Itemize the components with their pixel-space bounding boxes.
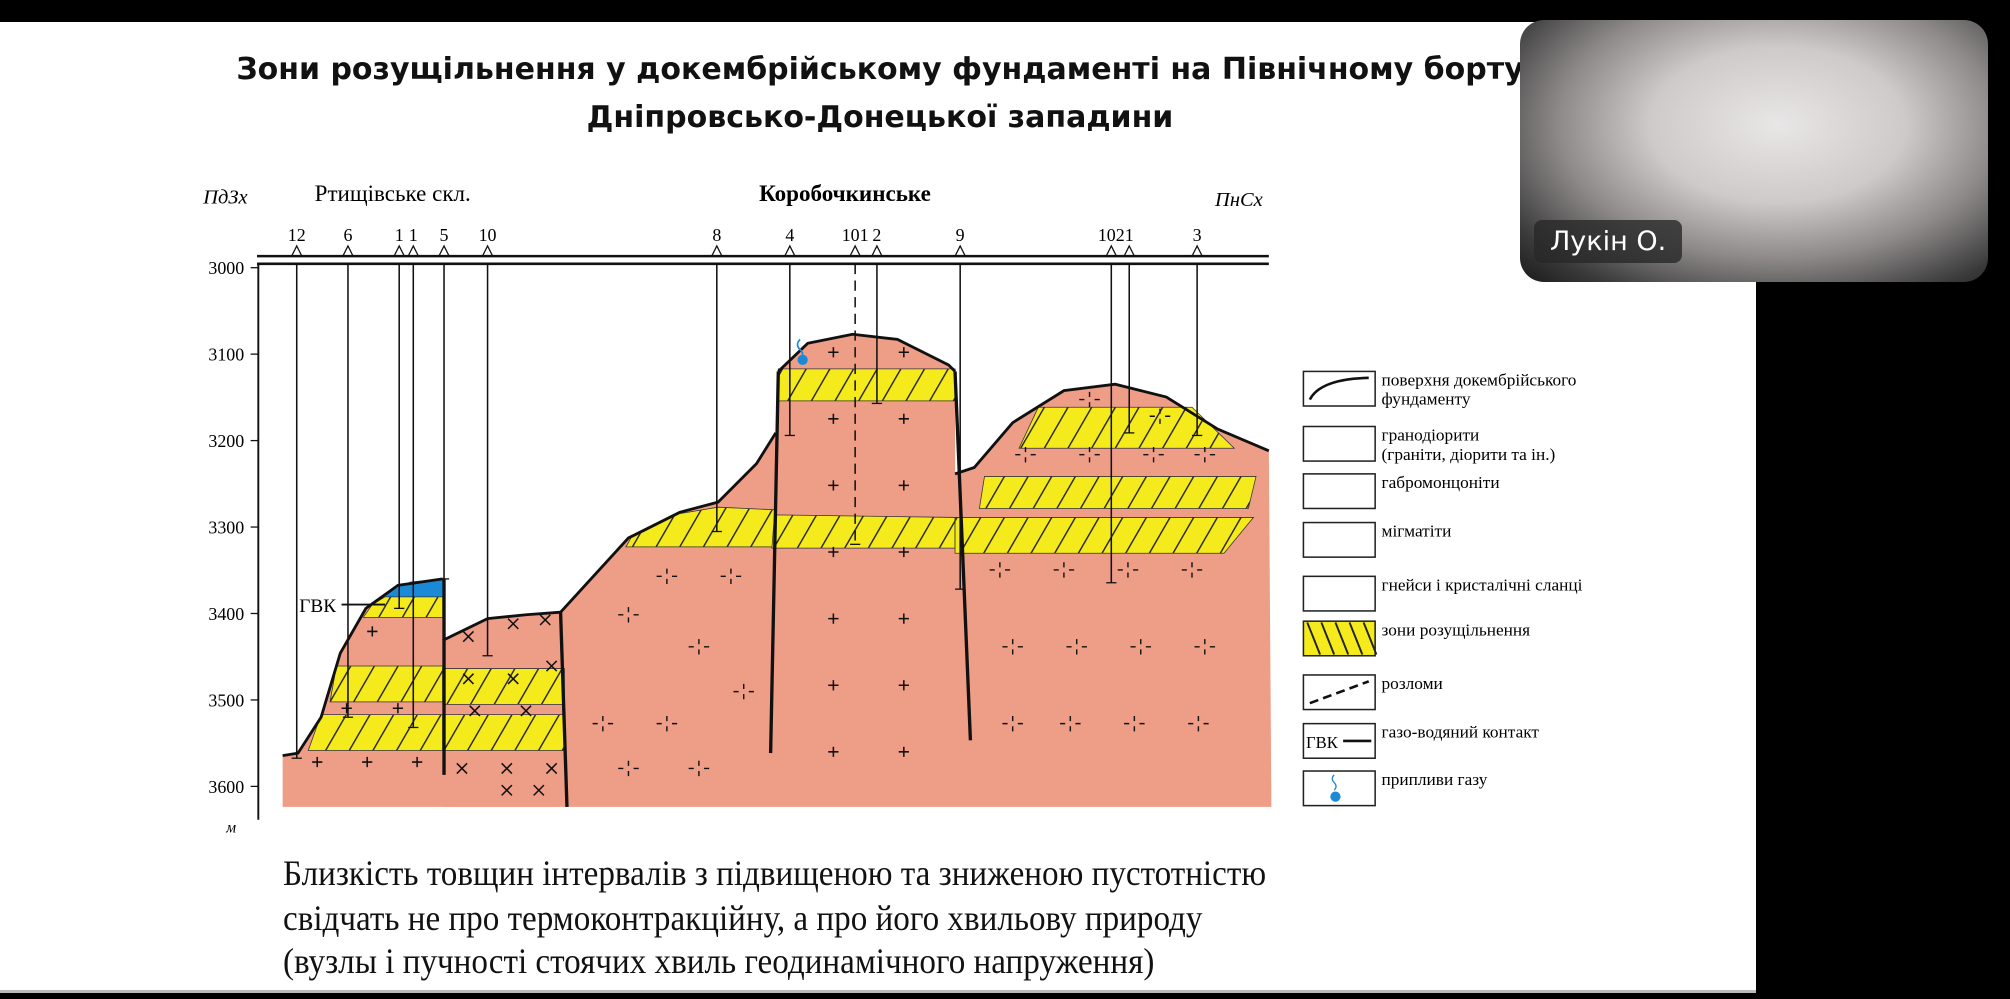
depth-unit: м [225, 820, 236, 837]
depth-tick-label: 3100 [208, 345, 244, 365]
well-label: 9 [956, 225, 965, 245]
direction-sw: ПдЗх [202, 187, 247, 209]
well-label: 10 [479, 225, 497, 245]
well-label: 102 [1098, 225, 1125, 245]
gas-inflow-icon [1302, 770, 1376, 807]
well-marker-icon [1105, 244, 1117, 257]
well-label: 101 [842, 225, 869, 245]
decompaction-zone-icon [1302, 620, 1378, 657]
well-marker-icon [438, 244, 450, 257]
legend-label: мігматіти [1382, 522, 1452, 541]
well-marker-icon [784, 244, 796, 257]
legend-label: гранодіорити [1382, 426, 1480, 445]
field-label-rtyshchivske: Ртищівське скл. [315, 180, 471, 206]
depth-tick-label: 3200 [208, 431, 244, 451]
webcam-video-tile[interactable]: Лукін О. [1520, 20, 1988, 282]
well-marker-icon [711, 244, 723, 257]
well-marker-icon [954, 244, 966, 257]
faults [442, 371, 973, 807]
well-label: 1 [395, 225, 404, 245]
well-marker-icon [849, 244, 861, 257]
well-label: 12 [288, 225, 306, 245]
caption-line-3: (вузлы і пучності стоячих хвиль геодинам… [283, 941, 1155, 981]
legend-label: зони розущільнення [1382, 620, 1531, 639]
legend-label: припливи газу [1382, 770, 1488, 789]
depth-tick-label: 3500 [208, 690, 244, 710]
well-marker-icon [407, 244, 419, 257]
well-marker-icon [342, 244, 354, 257]
legend-label: поверхня докембрійського [1382, 371, 1577, 390]
well-marker-icon [871, 244, 883, 257]
caption-line-1: Близкість товщин інтервалів з підвищеною… [283, 853, 1267, 893]
slide-title-line-1: Зони розущільнення у докембрійському фун… [236, 52, 1524, 87]
well-label: 3 [1193, 225, 1202, 245]
legend-label: розломи [1382, 674, 1443, 693]
gabbromonzonite-icon [1302, 473, 1376, 510]
depth-tick-label: 3400 [208, 604, 244, 624]
well-marker-icon [291, 244, 303, 257]
slide-bottom-border [0, 990, 1756, 993]
well-label: 6 [343, 225, 352, 245]
well-label: 2 [872, 225, 881, 245]
decompaction-zones [307, 368, 1257, 751]
well-marker-icon [1191, 244, 1203, 257]
well-marker-icon [481, 244, 494, 257]
migmatite-icon [1302, 521, 1376, 558]
fault-icon [1302, 674, 1376, 711]
well-marker-icon [1123, 244, 1135, 257]
gvk-symbol: ГВК [1306, 733, 1339, 752]
depth-tick-label: 3600 [208, 777, 244, 797]
field-label-korobochkynske: Коробочкинське [759, 180, 931, 206]
legend-label: гнейси і кристалічні сланці [1382, 575, 1583, 594]
well-label: 1 [1125, 225, 1134, 245]
gneiss-icon [1302, 575, 1376, 612]
legend-label: фундаменту [1382, 390, 1471, 409]
legend-label: (граніти, діорити та ін.) [1382, 445, 1556, 464]
basement-surface-icon [1302, 370, 1376, 407]
well-label: 4 [785, 225, 794, 245]
granodiorite-icon [1302, 425, 1376, 462]
depth-tick-label: 3000 [208, 258, 244, 278]
depth-tick-label: 3300 [208, 517, 244, 537]
legend-label: газо-водяний контакт [1382, 723, 1540, 742]
direction-ne: ПнСх [1214, 189, 1263, 211]
gas-inflow-icon [796, 338, 808, 366]
well-label: 1 [409, 225, 418, 245]
gas-water-contact-icon: ГВК [1302, 722, 1376, 759]
well-label: 5 [440, 225, 449, 245]
participant-name-label: Лукін О. [1534, 220, 1683, 263]
legend-label: габромонцоніти [1382, 473, 1500, 492]
gvk-label: ГВК [299, 596, 336, 617]
caption-line-2: свідчать не про термоконтракційну, а про… [283, 898, 1203, 938]
well-label: 8 [712, 225, 721, 245]
slide-title-line-2: Дніпровсько-Донецької западини [586, 100, 1174, 135]
well-marker-icon [393, 244, 405, 257]
